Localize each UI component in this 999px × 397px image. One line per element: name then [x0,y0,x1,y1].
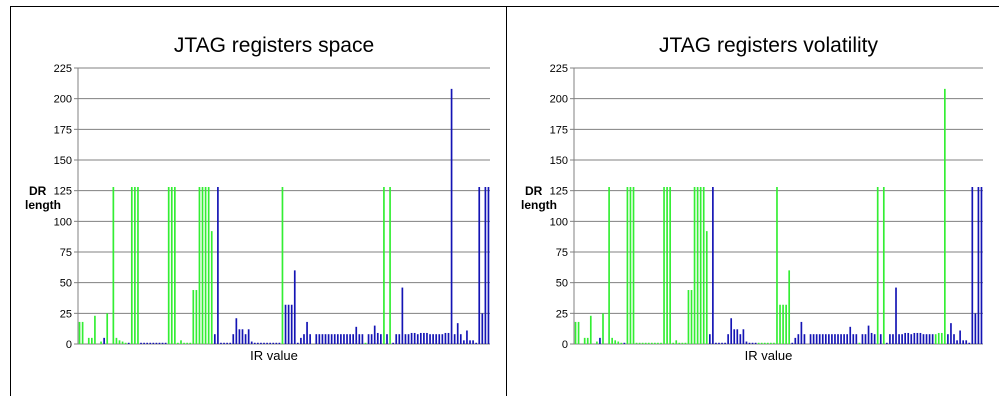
y-axis-label: DR [525,184,543,198]
y-tick-label: 175 [550,124,568,136]
chart-title: JTAG registers volatility [659,34,878,57]
y-tick-label: 25 [60,308,72,320]
y-tick-label: 150 [54,155,72,167]
y-tick-label: 100 [550,216,568,228]
x-axis-label: IR value [250,348,298,363]
y-tick-label: 50 [556,278,568,290]
chart-panel-space: JTAG registers space 0 25 50 75 100 125 150 175 2… [10,6,506,396]
y-tick-label: 75 [556,247,568,259]
y-tick-label: 100 [54,216,72,228]
y-axis-label: DR [29,184,47,198]
chart-panel-volatility: JTAG registers volatility 0 25 50 75 100 125 15… [506,6,999,396]
y-tick-label: 175 [54,124,72,136]
y-tick-label: 125 [550,186,568,198]
y-tick-label: 0 [562,339,568,351]
y-tick-label: 25 [556,308,568,320]
chart-space: JTAG registers space 0 25 50 75 100 125 150 175 2… [25,34,490,363]
y-tick-label: 50 [60,278,72,290]
y-tick-label: 200 [550,94,568,106]
y-tick-label: 75 [60,247,72,259]
y-axis-label: length [25,198,61,212]
y-tick-label: 225 [54,63,72,75]
y-axis-label: length [521,198,557,212]
y-tick-label: 225 [550,63,568,75]
y-tick-label: 125 [54,186,72,198]
y-tick-label: 0 [66,339,72,351]
x-axis-label: IR value [745,348,793,363]
y-tick-label: 200 [54,94,72,106]
y-tick-label: 150 [550,155,568,167]
chart-title: JTAG registers space [174,34,374,57]
chart-volatility: JTAG registers volatility 0 25 50 75 100 125 15… [521,34,983,363]
